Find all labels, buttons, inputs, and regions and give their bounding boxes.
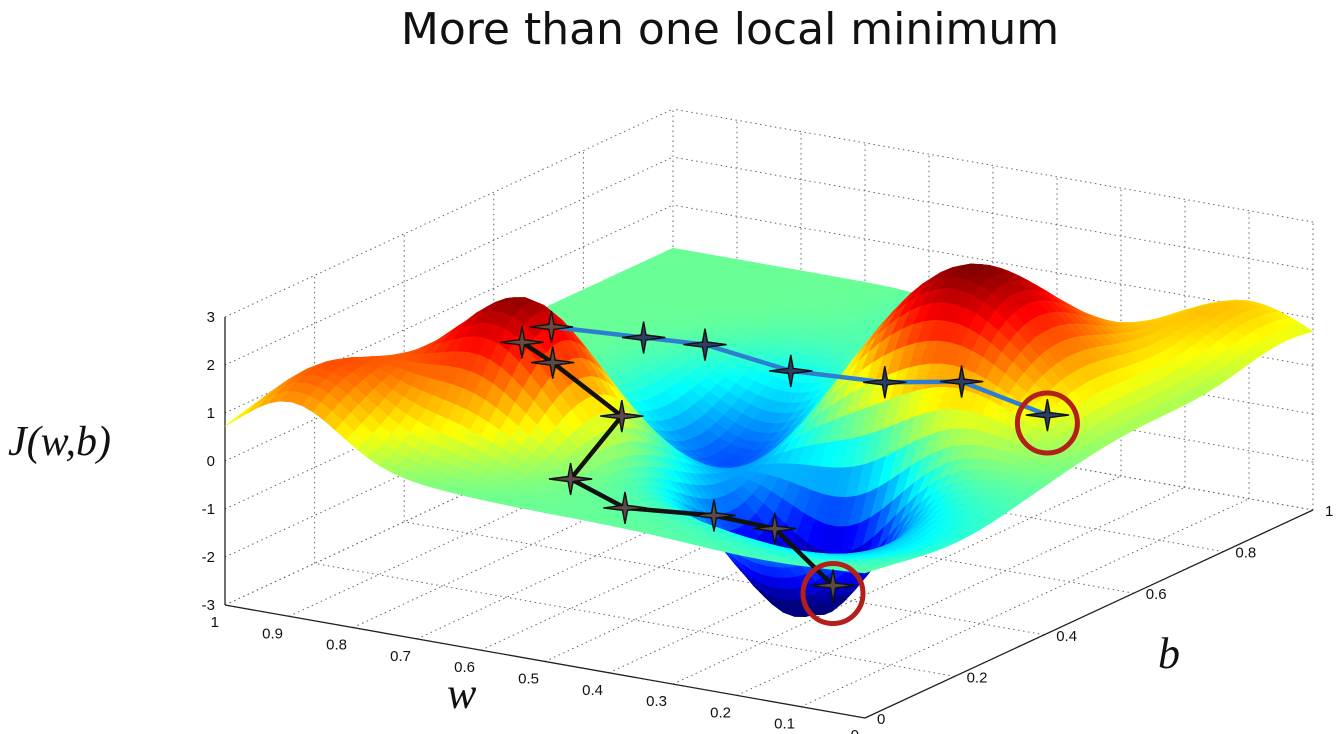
b-tick-label: 1 [1325, 503, 1333, 520]
w-tick-label: 0.2 [710, 704, 731, 721]
chart-title: More than one local minimum [400, 4, 1060, 55]
minima-markers [800, 390, 1080, 627]
b-tick-label: 0.4 [1056, 628, 1077, 645]
cost-surface [224, 247, 1314, 617]
path-2-step-marker [1025, 398, 1070, 432]
b-tick-label: 0.2 [967, 669, 988, 686]
descent-path-1 [520, 340, 835, 588]
w-tick-label: 0 [851, 727, 859, 734]
local-minimum-circle [800, 561, 866, 627]
surface-patch [224, 412, 245, 427]
z-tick-label: 0 [207, 453, 215, 470]
w-tick-label: 0.4 [582, 682, 603, 699]
axis-labels: J(w,b) w b [8, 419, 1180, 718]
surface-patch [235, 405, 256, 421]
path-2-step-marker [683, 328, 727, 361]
b-axis-label: b [1158, 629, 1180, 678]
path-1-step-marker [500, 326, 544, 359]
b-tick-label: 0.6 [1146, 586, 1167, 603]
path-1-step-marker [548, 462, 593, 496]
w-tick-label: 1 [211, 614, 219, 631]
path-1-step-marker [531, 346, 575, 379]
b-axis-line [864, 509, 1314, 719]
surface-patch [853, 569, 873, 574]
path-1-step-marker [600, 399, 644, 433]
z-tick-label: -2 [202, 549, 215, 566]
grid-layer [224, 108, 1314, 719]
w-axis-line [224, 604, 866, 719]
b-tick-label: 0 [877, 711, 885, 728]
path-1-step-marker [692, 499, 736, 532]
w-tick-label: 0.8 [326, 637, 347, 654]
z-tick-label: 2 [207, 357, 215, 374]
path-2-step-marker [621, 321, 666, 354]
z-tick-label: 3 [207, 309, 215, 326]
w-tick-label: 0.3 [646, 693, 667, 710]
w-tick-label: 0.6 [454, 659, 475, 676]
descent-paths [500, 310, 1070, 602]
local-minimum-circle [1014, 390, 1080, 456]
w-tick-label: 0.9 [262, 625, 283, 642]
w-tick-label: 0.7 [390, 648, 411, 665]
w-axis-label: w [447, 669, 477, 718]
w-tick-label: 0.5 [518, 671, 539, 688]
path-2-step-marker [939, 365, 984, 398]
z-tick-label: 1 [207, 405, 215, 422]
b-tick-label: 0.8 [1235, 545, 1256, 562]
path-2-step-marker [769, 354, 813, 388]
path-1-step-marker [603, 491, 647, 525]
path-2-step-marker [529, 310, 574, 344]
path-2-step-marker [863, 366, 907, 399]
surface-patch [246, 398, 267, 414]
path-1-step-marker [753, 512, 797, 545]
z-axis-label: J(w,b) [8, 419, 111, 465]
w-tick-label: 0.1 [774, 716, 795, 733]
z-tick-label: -1 [202, 501, 215, 518]
wall-grid-line [672, 108, 1314, 223]
z-tick-label: -3 [202, 597, 215, 614]
path-1-step-marker [811, 569, 855, 602]
